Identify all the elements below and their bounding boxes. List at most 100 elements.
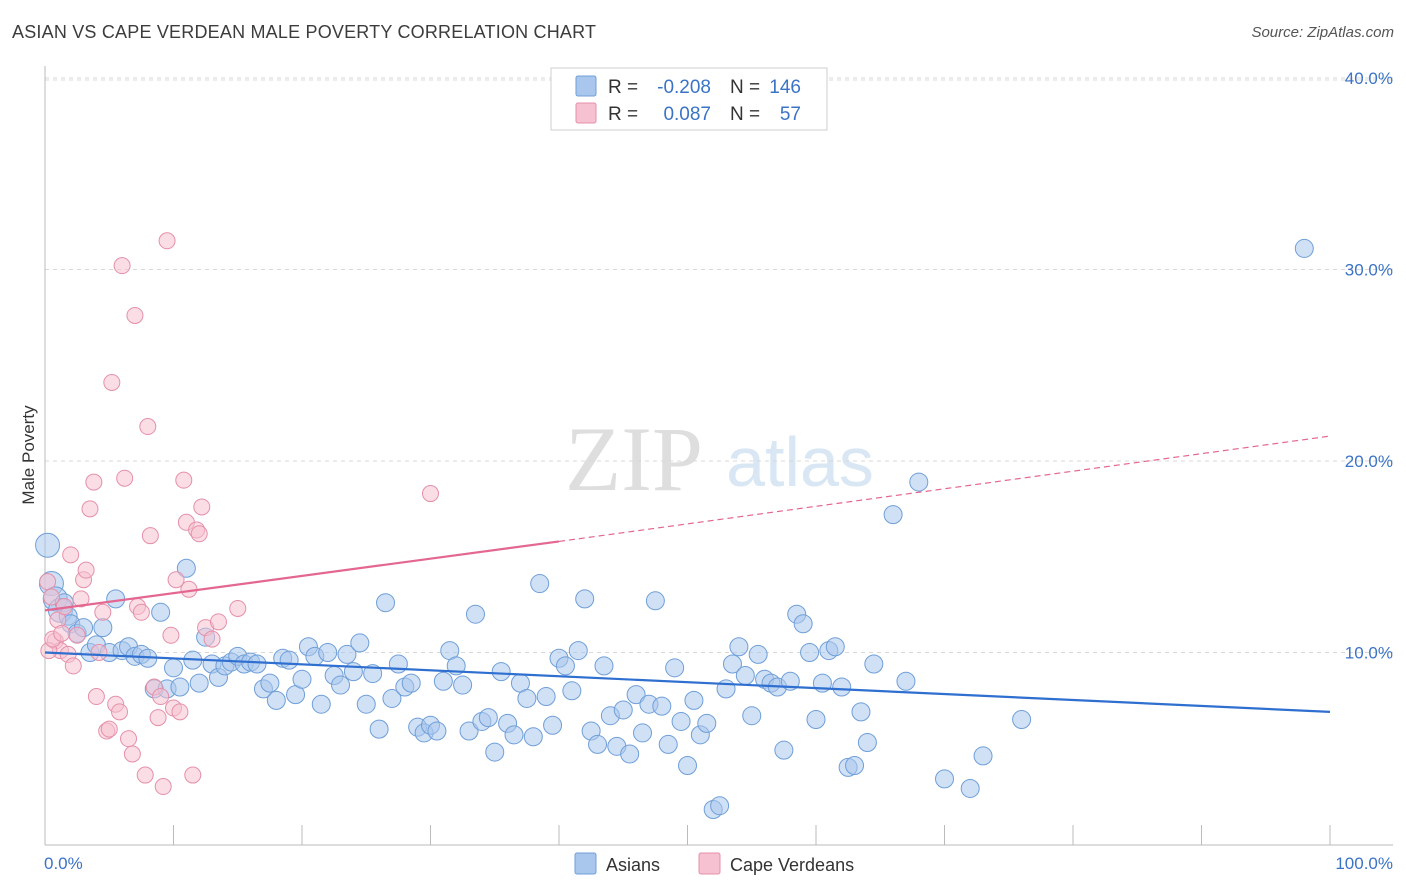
asians-point — [491, 662, 511, 682]
asians-point — [710, 796, 730, 816]
x-tick-label-min: 0.0% — [44, 854, 83, 873]
asians-point — [311, 694, 331, 714]
asians-point — [909, 472, 929, 492]
cape-verdeans-point — [184, 766, 202, 784]
asians-point — [568, 641, 588, 661]
asians-point — [189, 673, 209, 693]
cape-verdeans-point — [116, 469, 134, 487]
asians-point — [247, 654, 267, 674]
stats-legend: R = -0.208 N = 146 R = 0.087 N = 57 — [550, 67, 828, 131]
cape-verdeans-point — [94, 603, 112, 621]
cape-verdeans-point — [77, 561, 95, 579]
asians-point — [343, 662, 363, 682]
stats-swatch-cape — [575, 102, 597, 124]
cape-verdeans-point — [111, 703, 129, 721]
cape-verdeans-point — [64, 657, 82, 675]
asians-point — [774, 740, 794, 760]
stats-r-value-asians: -0.208 — [657, 77, 711, 98]
stats-n-value-asians: 146 — [769, 77, 801, 98]
cape-verdeans-point — [120, 730, 138, 748]
stats-swatch-asians — [575, 75, 597, 97]
y-tick-label: 20.0% — [1345, 452, 1393, 471]
asians-point — [697, 713, 717, 733]
cape-verdeans-point — [72, 590, 90, 608]
asians-point — [594, 656, 614, 676]
cape-verdeans-point — [229, 599, 247, 617]
cape-verdeans-point — [132, 603, 150, 621]
asians-point — [356, 694, 376, 714]
asians-point — [613, 700, 633, 720]
legend-swatch-asians — [574, 852, 597, 875]
asians-point — [401, 673, 421, 693]
cape-verdeans-point — [53, 624, 71, 642]
asians-point — [1294, 238, 1314, 258]
asians-point — [742, 706, 762, 726]
asians-point — [973, 746, 993, 766]
cape-verdeans-point — [39, 573, 57, 591]
cape-verdeans-trend-line — [44, 540, 560, 612]
asians-point — [318, 643, 338, 662]
cape-verdeans-point — [162, 626, 180, 644]
trend-lines — [44, 435, 1331, 713]
asians-point — [864, 654, 884, 674]
asians-point — [517, 688, 537, 708]
cape-verdeans-point — [149, 709, 167, 727]
asians-point — [337, 644, 357, 664]
asians-point — [806, 710, 826, 730]
asians-point — [793, 614, 813, 634]
asians-point — [292, 669, 312, 689]
watermark-atlas: atlas — [726, 423, 874, 501]
stats-r-label-asians: R = — [608, 77, 638, 98]
cape-verdeans-point — [62, 546, 80, 564]
asians-point — [883, 505, 903, 525]
cape-verdeans-point — [100, 720, 118, 738]
asians-point — [735, 665, 755, 685]
asians-point — [485, 742, 505, 762]
cape-verdeans-point — [136, 766, 154, 784]
asians-point — [478, 708, 498, 728]
asians-point — [536, 687, 556, 707]
source-note: Source: ZipAtlas.com — [1251, 24, 1394, 41]
asians-point — [832, 677, 852, 697]
asians-point — [935, 769, 954, 789]
asians-point — [658, 734, 678, 754]
cape-verdeans-point — [81, 500, 99, 518]
asians-point — [729, 637, 749, 657]
asians-point — [363, 664, 383, 684]
cape-verdeans-point — [171, 703, 189, 721]
cape-verdeans-point — [152, 688, 170, 706]
cape-verdeans-point — [90, 644, 108, 661]
asians-point — [170, 677, 190, 697]
asians-point — [896, 671, 916, 691]
asians-point — [845, 755, 865, 775]
asians-points — [35, 238, 1314, 820]
asians-point — [350, 633, 370, 653]
asians-point — [543, 715, 563, 735]
asians-point — [825, 637, 845, 657]
asians-point — [633, 723, 653, 743]
asians-point — [684, 690, 704, 710]
asians-point — [266, 690, 286, 710]
asians-point — [453, 675, 473, 695]
cape-verdeans-point — [193, 498, 211, 516]
bottom-legend: Asians Cape Verdeans — [574, 852, 854, 875]
asians-point — [465, 604, 485, 624]
cape-verdeans-point — [126, 306, 144, 324]
cape-verdeans-points — [39, 232, 439, 796]
asians-point — [678, 755, 697, 775]
x-tick-label-max: 100.0% — [1335, 854, 1393, 873]
stats-r-label-cape: R = — [608, 104, 638, 125]
asians-point — [575, 589, 595, 609]
stats-n-label-cape: N = — [730, 104, 760, 125]
cape-verdeans-point — [203, 630, 221, 648]
stats-n-value-cape: 57 — [780, 104, 801, 125]
asians-point — [331, 675, 351, 695]
asians-point — [851, 702, 871, 722]
asians-point — [652, 696, 672, 716]
asians-point — [671, 711, 691, 731]
y-tick-label: 10.0% — [1345, 644, 1393, 663]
axes — [44, 66, 1393, 846]
asians-point — [620, 744, 640, 764]
asians-point — [857, 733, 877, 753]
legend-swatch-cape — [698, 852, 721, 875]
